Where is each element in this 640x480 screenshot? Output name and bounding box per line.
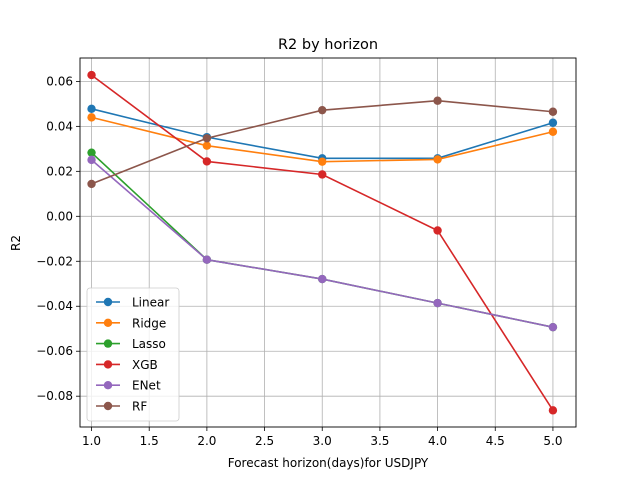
x-tick-label: 3.5: [370, 434, 389, 448]
y-tick-label: 0.02: [46, 164, 73, 178]
legend-label: ENet: [132, 379, 161, 393]
data-point-ridge: [548, 127, 558, 136]
y-tick-label: −0.02: [36, 254, 73, 268]
data-point-ridge: [318, 157, 327, 166]
y-tick-label: 0.04: [46, 119, 73, 133]
data-point-rf: [548, 107, 558, 116]
data-point-xgb: [433, 226, 442, 235]
x-tick-label: 1.5: [140, 434, 159, 448]
data-point-ridge: [202, 141, 212, 150]
data-point-enet: [548, 322, 558, 332]
data-point-enet: [202, 255, 212, 264]
legend-swatch-marker: [103, 297, 113, 307]
legend-label: Ridge: [132, 316, 166, 330]
data-point-enet: [433, 298, 442, 308]
data-point-ridge: [87, 113, 96, 122]
data-point-xgb: [87, 70, 96, 80]
legend-label: Linear: [132, 296, 169, 310]
data-point-xgb: [548, 406, 558, 415]
y-tick-label: 0.00: [46, 209, 73, 223]
x-tick-label: 1.0: [82, 434, 101, 448]
y-axis-label: R2: [9, 235, 23, 251]
legend: Linear Ridge Lasso XGB ENet RF: [86, 287, 180, 422]
x-axis-ticks: 1.0 1.5 2.0 2.5 3.0 3.5 4.0 4.5 5.0: [82, 427, 562, 448]
legend-swatch-marker: [103, 318, 113, 327]
data-point-xgb: [318, 170, 327, 179]
data-point-lasso: [87, 148, 96, 157]
x-tick-label: 4.0: [428, 434, 447, 448]
chart-title: R2 by horizon: [278, 37, 378, 53]
data-point-rf: [87, 179, 96, 189]
x-tick-label: 2.5: [255, 434, 274, 448]
legend-label: RF: [132, 400, 147, 414]
plot-frame: [79, 57, 577, 428]
x-tick-label: 2.0: [197, 434, 216, 448]
x-tick-label: 4.5: [486, 434, 505, 448]
data-point-enet: [318, 274, 327, 284]
x-axis-label: Forecast horizon(days)for USDJPY: [228, 456, 429, 470]
legend-swatch-marker: [103, 401, 113, 411]
y-tick-label: −0.04: [36, 299, 73, 313]
y-tick-label: 0.06: [46, 74, 73, 88]
series-group: [87, 70, 558, 415]
legend-swatch-marker: [103, 339, 113, 348]
data-point-rf: [202, 134, 212, 143]
y-axis-ticks: −0.08 −0.06 −0.04 −0.02 0.00 0.02 0.04 0.06: [36, 74, 80, 403]
x-tick-label: 5.0: [543, 434, 562, 448]
legend-swatch-marker: [103, 381, 113, 390]
x-tick-label: 3.0: [313, 434, 332, 448]
data-point-rf: [433, 96, 442, 105]
data-point-linear: [87, 104, 96, 114]
legend-label: XGB: [132, 358, 158, 372]
y-tick-label: −0.08: [36, 389, 73, 403]
data-point-enet: [87, 155, 96, 165]
data-point-rf: [318, 105, 327, 115]
data-point-xgb: [202, 157, 212, 166]
y-tick-label: −0.06: [36, 344, 73, 358]
legend-swatch-marker: [103, 360, 113, 369]
data-point-ridge: [433, 155, 442, 164]
data-point-linear: [548, 118, 558, 127]
legend-label: Lasso: [132, 337, 166, 351]
